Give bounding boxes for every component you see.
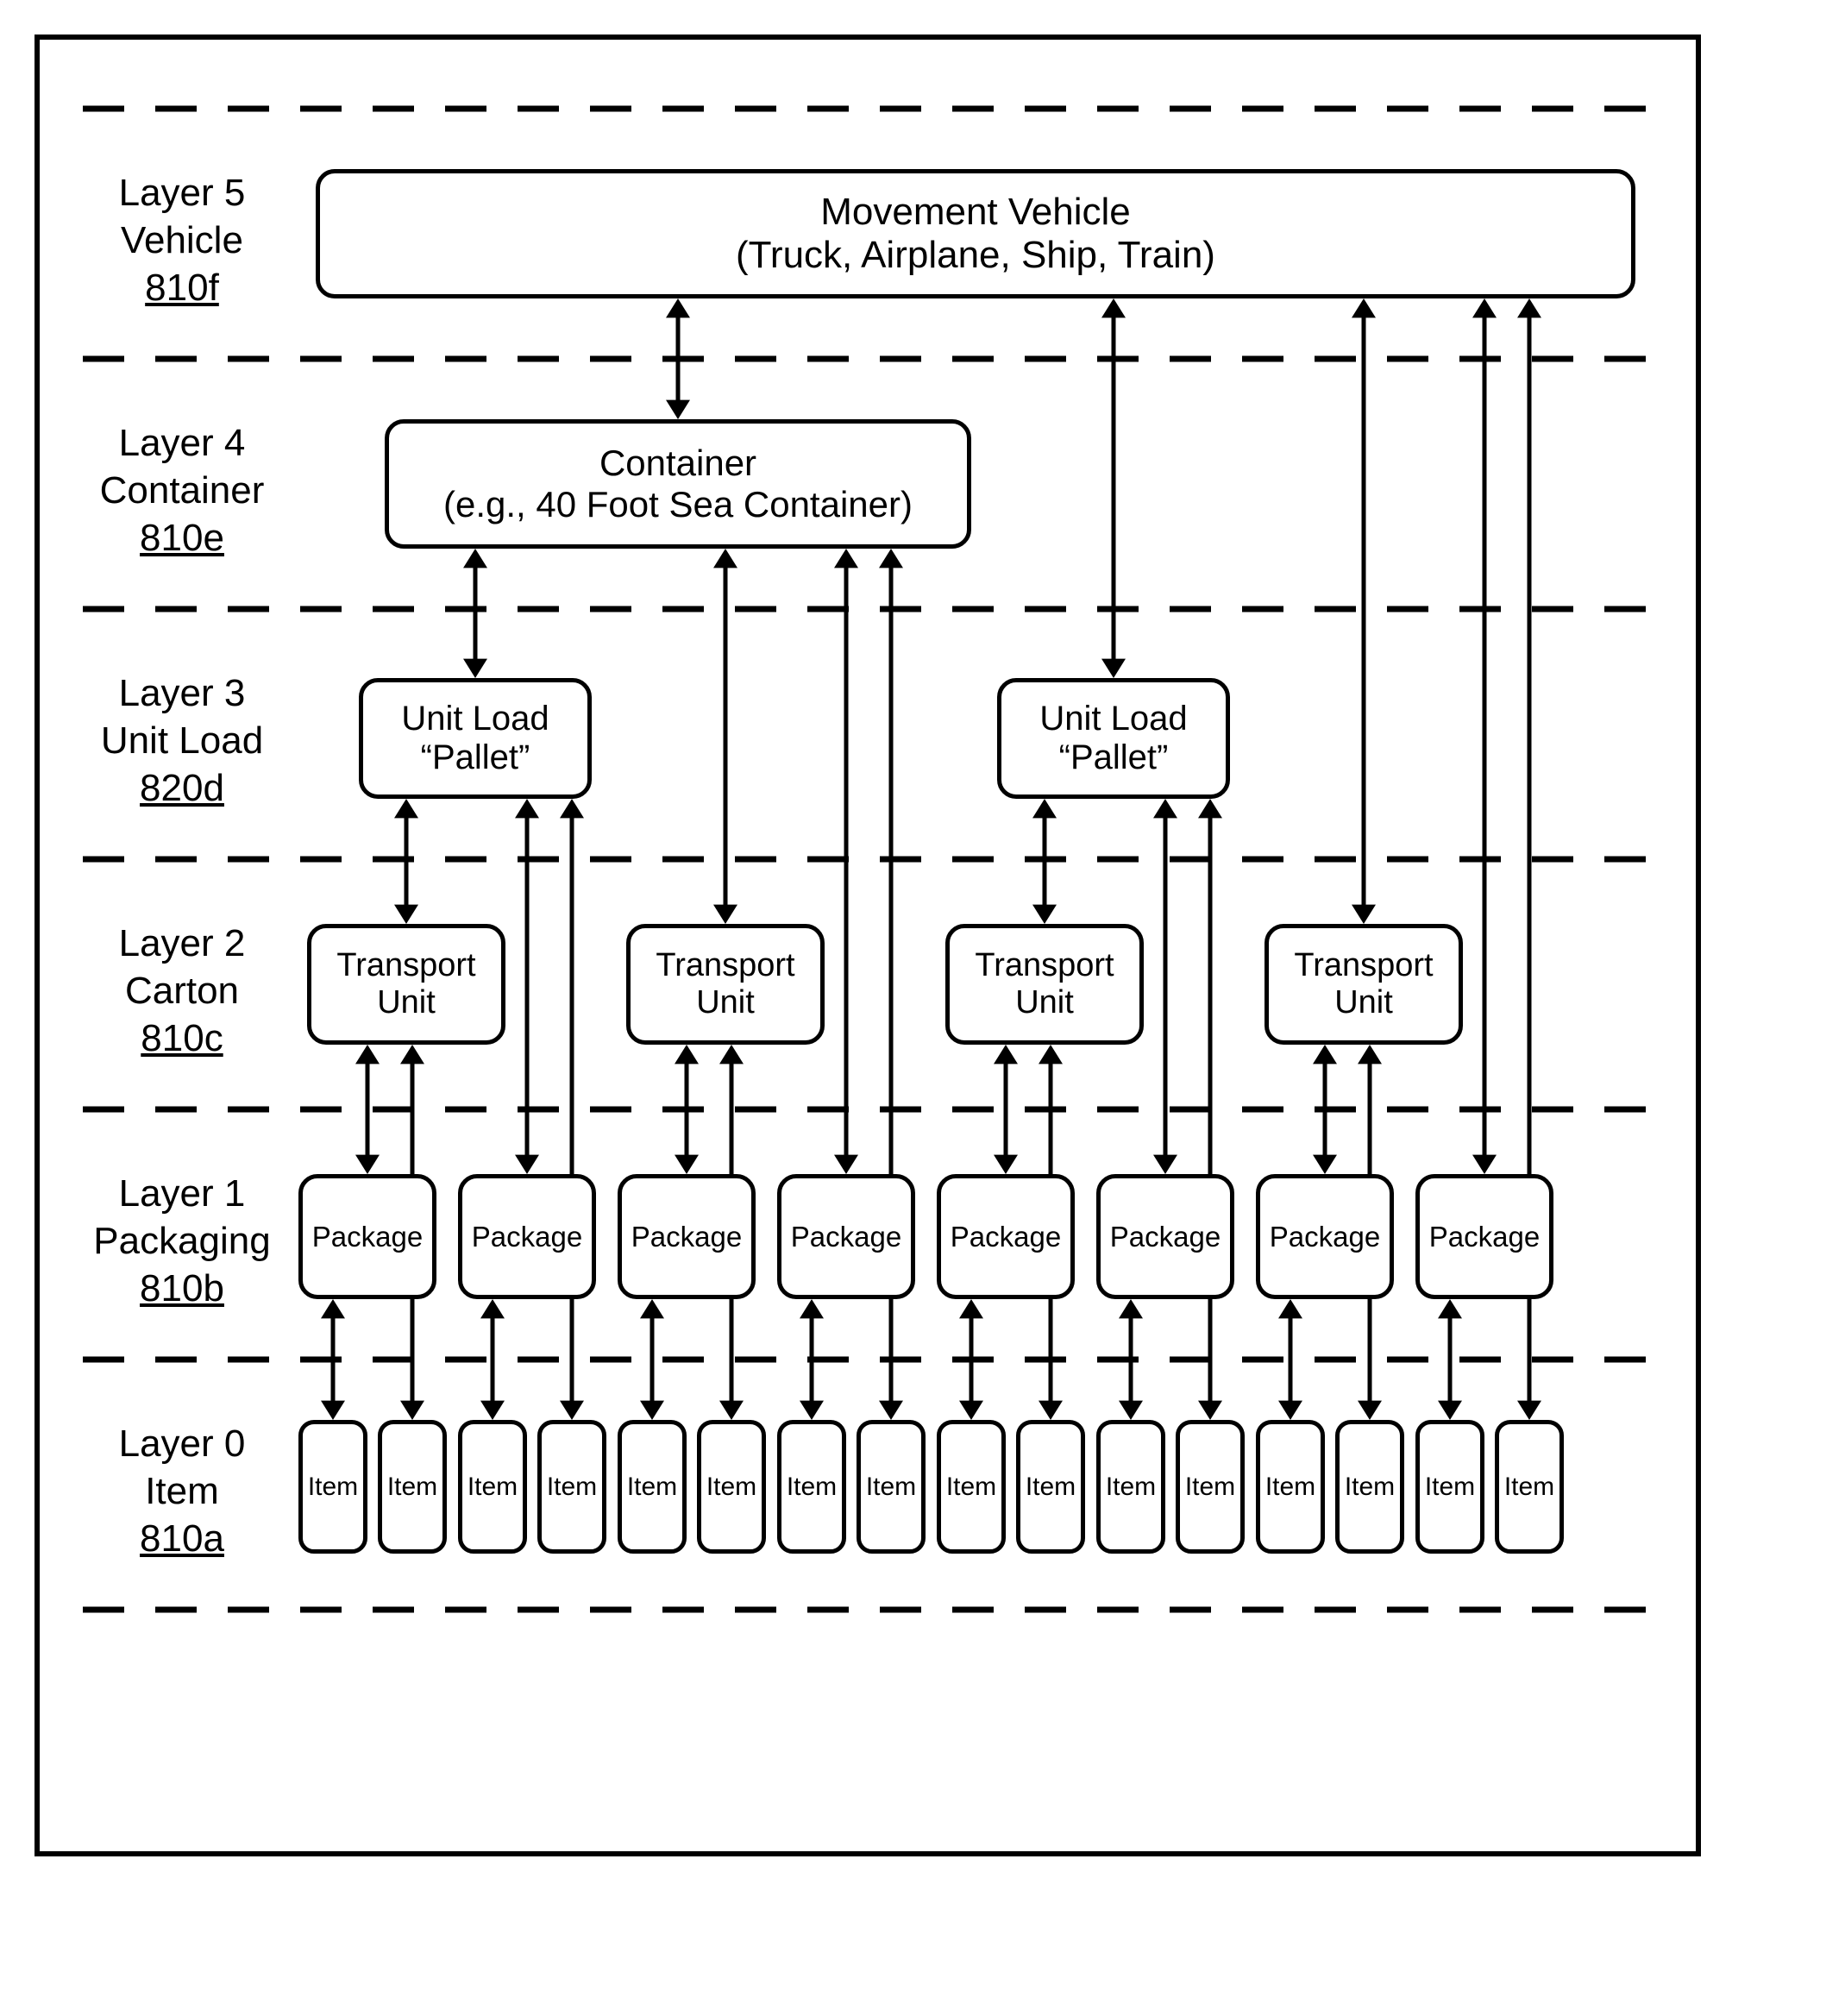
layer-ref: 810a	[87, 1515, 277, 1562]
node-text: Unit	[377, 984, 436, 1021]
node-pk6: Package	[1096, 1174, 1234, 1299]
node-text: Package	[791, 1221, 901, 1253]
node-text: Unit Load	[1039, 700, 1187, 738]
node-text: Movement Vehicle	[820, 191, 1131, 234]
node-text: Item	[308, 1473, 358, 1502]
node-text: Package	[951, 1221, 1061, 1253]
layer-label-line: Vehicle	[87, 217, 277, 264]
layer-label: Layer 4Container810e	[87, 419, 277, 562]
node-text: Transport	[336, 947, 475, 984]
node-text: Unit	[696, 984, 755, 1021]
node-tu3: TransportUnit	[945, 924, 1144, 1045]
layer-label: Layer 0Item810a	[87, 1420, 277, 1562]
node-it11: Item	[1096, 1420, 1165, 1554]
node-text: Unit Load	[401, 700, 549, 738]
node-it16: Item	[1495, 1420, 1564, 1554]
layer-ref: 810b	[87, 1265, 277, 1312]
node-text: Package	[1270, 1221, 1380, 1253]
node-text: Item	[946, 1473, 996, 1502]
node-it5: Item	[618, 1420, 687, 1554]
node-it7: Item	[777, 1420, 846, 1554]
node-text: Package	[312, 1221, 423, 1253]
node-text: Item	[866, 1473, 916, 1502]
layer-label-line: Layer 3	[87, 669, 277, 717]
layer-label-line: Packaging	[87, 1217, 277, 1265]
layer-label-line: Unit Load	[87, 717, 277, 764]
layer-label-line: Layer 2	[87, 920, 277, 967]
node-pk7: Package	[1256, 1174, 1394, 1299]
node-text: Item	[1345, 1473, 1395, 1502]
layer-label: Layer 1Packaging810b	[87, 1170, 277, 1312]
node-pk2: Package	[458, 1174, 596, 1299]
node-it14: Item	[1335, 1420, 1404, 1554]
node-text: Package	[1110, 1221, 1221, 1253]
hierarchy-diagram: Layer 5Vehicle810fLayer 4Container810eLa…	[35, 35, 1701, 1856]
node-it4: Item	[537, 1420, 606, 1554]
node-pk8: Package	[1415, 1174, 1553, 1299]
node-text: Unit	[1334, 984, 1393, 1021]
node-text: Item	[1185, 1473, 1235, 1502]
layer-ref: 810f	[87, 264, 277, 311]
node-it8: Item	[857, 1420, 926, 1554]
layer-label-line: Layer 4	[87, 419, 277, 467]
layer-label-line: Container	[87, 467, 277, 514]
node-text: Item	[1504, 1473, 1554, 1502]
node-it3: Item	[458, 1420, 527, 1554]
node-it2: Item	[378, 1420, 447, 1554]
node-text: Item	[706, 1473, 756, 1502]
node-tu2: TransportUnit	[626, 924, 825, 1045]
node-text: Container	[599, 443, 756, 484]
layer-label: Layer 5Vehicle810f	[87, 169, 277, 311]
node-vehicle: Movement Vehicle(Truck, Airplane, Ship, …	[316, 169, 1635, 298]
node-text: “Pallet”	[421, 738, 530, 777]
node-it9: Item	[937, 1420, 1006, 1554]
node-pallet2: Unit Load“Pallet”	[997, 678, 1230, 799]
node-it15: Item	[1415, 1420, 1484, 1554]
node-text: Transport	[1294, 947, 1433, 984]
layer-label-line: Layer 1	[87, 1170, 277, 1217]
layer-ref: 810c	[87, 1014, 277, 1062]
node-text: Item	[1026, 1473, 1076, 1502]
layer-label-line: Carton	[87, 967, 277, 1014]
node-text: Item	[1425, 1473, 1475, 1502]
node-text: Item	[468, 1473, 518, 1502]
layer-label-line: Layer 0	[87, 1420, 277, 1467]
node-text: (Truck, Airplane, Ship, Train)	[736, 234, 1215, 277]
node-pallet1: Unit Load“Pallet”	[359, 678, 592, 799]
node-text: Item	[1265, 1473, 1315, 1502]
node-it12: Item	[1176, 1420, 1245, 1554]
layer-label-line: Layer 5	[87, 169, 277, 217]
node-container: Container(e.g., 40 Foot Sea Container)	[385, 419, 971, 549]
node-text: Package	[472, 1221, 582, 1253]
node-pk5: Package	[937, 1174, 1075, 1299]
node-pk4: Package	[777, 1174, 915, 1299]
node-text: Unit	[1015, 984, 1074, 1021]
node-text: Package	[631, 1221, 742, 1253]
node-text: “Pallet”	[1059, 738, 1169, 777]
node-text: Item	[547, 1473, 597, 1502]
node-tu4: TransportUnit	[1265, 924, 1463, 1045]
node-tu1: TransportUnit	[307, 924, 505, 1045]
node-text: Item	[787, 1473, 837, 1502]
node-it13: Item	[1256, 1420, 1325, 1554]
node-pk3: Package	[618, 1174, 756, 1299]
layer-label-line: Item	[87, 1467, 277, 1515]
node-it6: Item	[697, 1420, 766, 1554]
node-text: Item	[387, 1473, 437, 1502]
node-text: Package	[1429, 1221, 1540, 1253]
node-text: (e.g., 40 Foot Sea Container)	[443, 484, 913, 525]
node-text: Transport	[656, 947, 794, 984]
node-pk1: Package	[298, 1174, 436, 1299]
node-text: Item	[627, 1473, 677, 1502]
layer-ref: 810e	[87, 514, 277, 562]
node-it10: Item	[1016, 1420, 1085, 1554]
layer-label: Layer 2Carton810c	[87, 920, 277, 1062]
node-it1: Item	[298, 1420, 367, 1554]
layer-ref: 820d	[87, 764, 277, 812]
layer-label: Layer 3Unit Load820d	[87, 669, 277, 812]
node-text: Item	[1106, 1473, 1156, 1502]
node-text: Transport	[975, 947, 1114, 984]
